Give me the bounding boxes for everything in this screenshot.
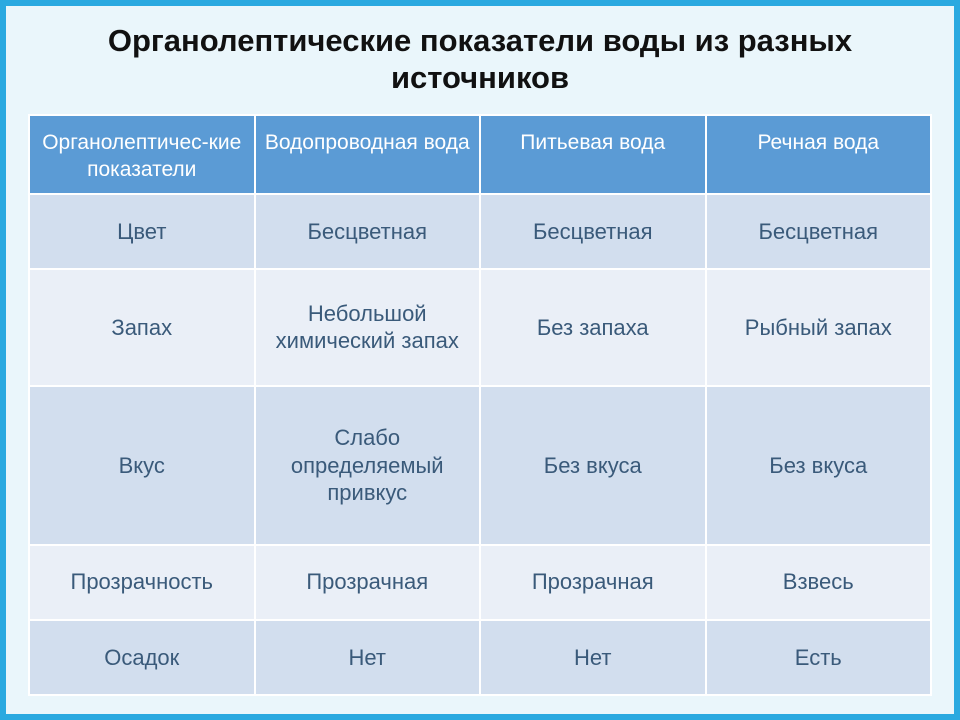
cell: Бесцветная <box>255 194 481 269</box>
cell: Слабо определяемый привкус <box>255 386 481 545</box>
cell: Нет <box>255 620 481 695</box>
cell: Рыбный запах <box>706 269 932 386</box>
table-row: Запах Небольшой химический запах Без зап… <box>29 269 931 386</box>
cell: Без вкуса <box>480 386 706 545</box>
cell: Есть <box>706 620 932 695</box>
cell: Цвет <box>29 194 255 269</box>
table-head: Органолептичес-кие показатели Водопровод… <box>29 115 931 194</box>
cell: Нет <box>480 620 706 695</box>
cell: Осадок <box>29 620 255 695</box>
cell: Вкус <box>29 386 255 545</box>
cell: Прозрачная <box>255 545 481 620</box>
cell: Бесцветная <box>706 194 932 269</box>
cell: Взвесь <box>706 545 932 620</box>
cell: Запах <box>29 269 255 386</box>
cell: Прозрачность <box>29 545 255 620</box>
col-header: Органолептичес-кие показатели <box>29 115 255 194</box>
cell: Прозрачная <box>480 545 706 620</box>
table-body: Цвет Бесцветная Бесцветная Бесцветная За… <box>29 194 931 695</box>
slide-frame: Органолептические показатели воды из раз… <box>0 0 960 720</box>
cell: Бесцветная <box>480 194 706 269</box>
table-row: Цвет Бесцветная Бесцветная Бесцветная <box>29 194 931 269</box>
cell: Небольшой химический запах <box>255 269 481 386</box>
cell: Без запаха <box>480 269 706 386</box>
table-row: Осадок Нет Нет Есть <box>29 620 931 695</box>
table-row: Прозрачность Прозрачная Прозрачная Взвес… <box>29 545 931 620</box>
table-row: Вкус Слабо определяемый привкус Без вкус… <box>29 386 931 545</box>
water-table: Органолептичес-кие показатели Водопровод… <box>28 114 932 696</box>
slide-title: Органолептические показатели воды из раз… <box>28 22 932 96</box>
col-header: Водопроводная вода <box>255 115 481 194</box>
cell: Без вкуса <box>706 386 932 545</box>
col-header: Питьевая вода <box>480 115 706 194</box>
col-header: Речная вода <box>706 115 932 194</box>
